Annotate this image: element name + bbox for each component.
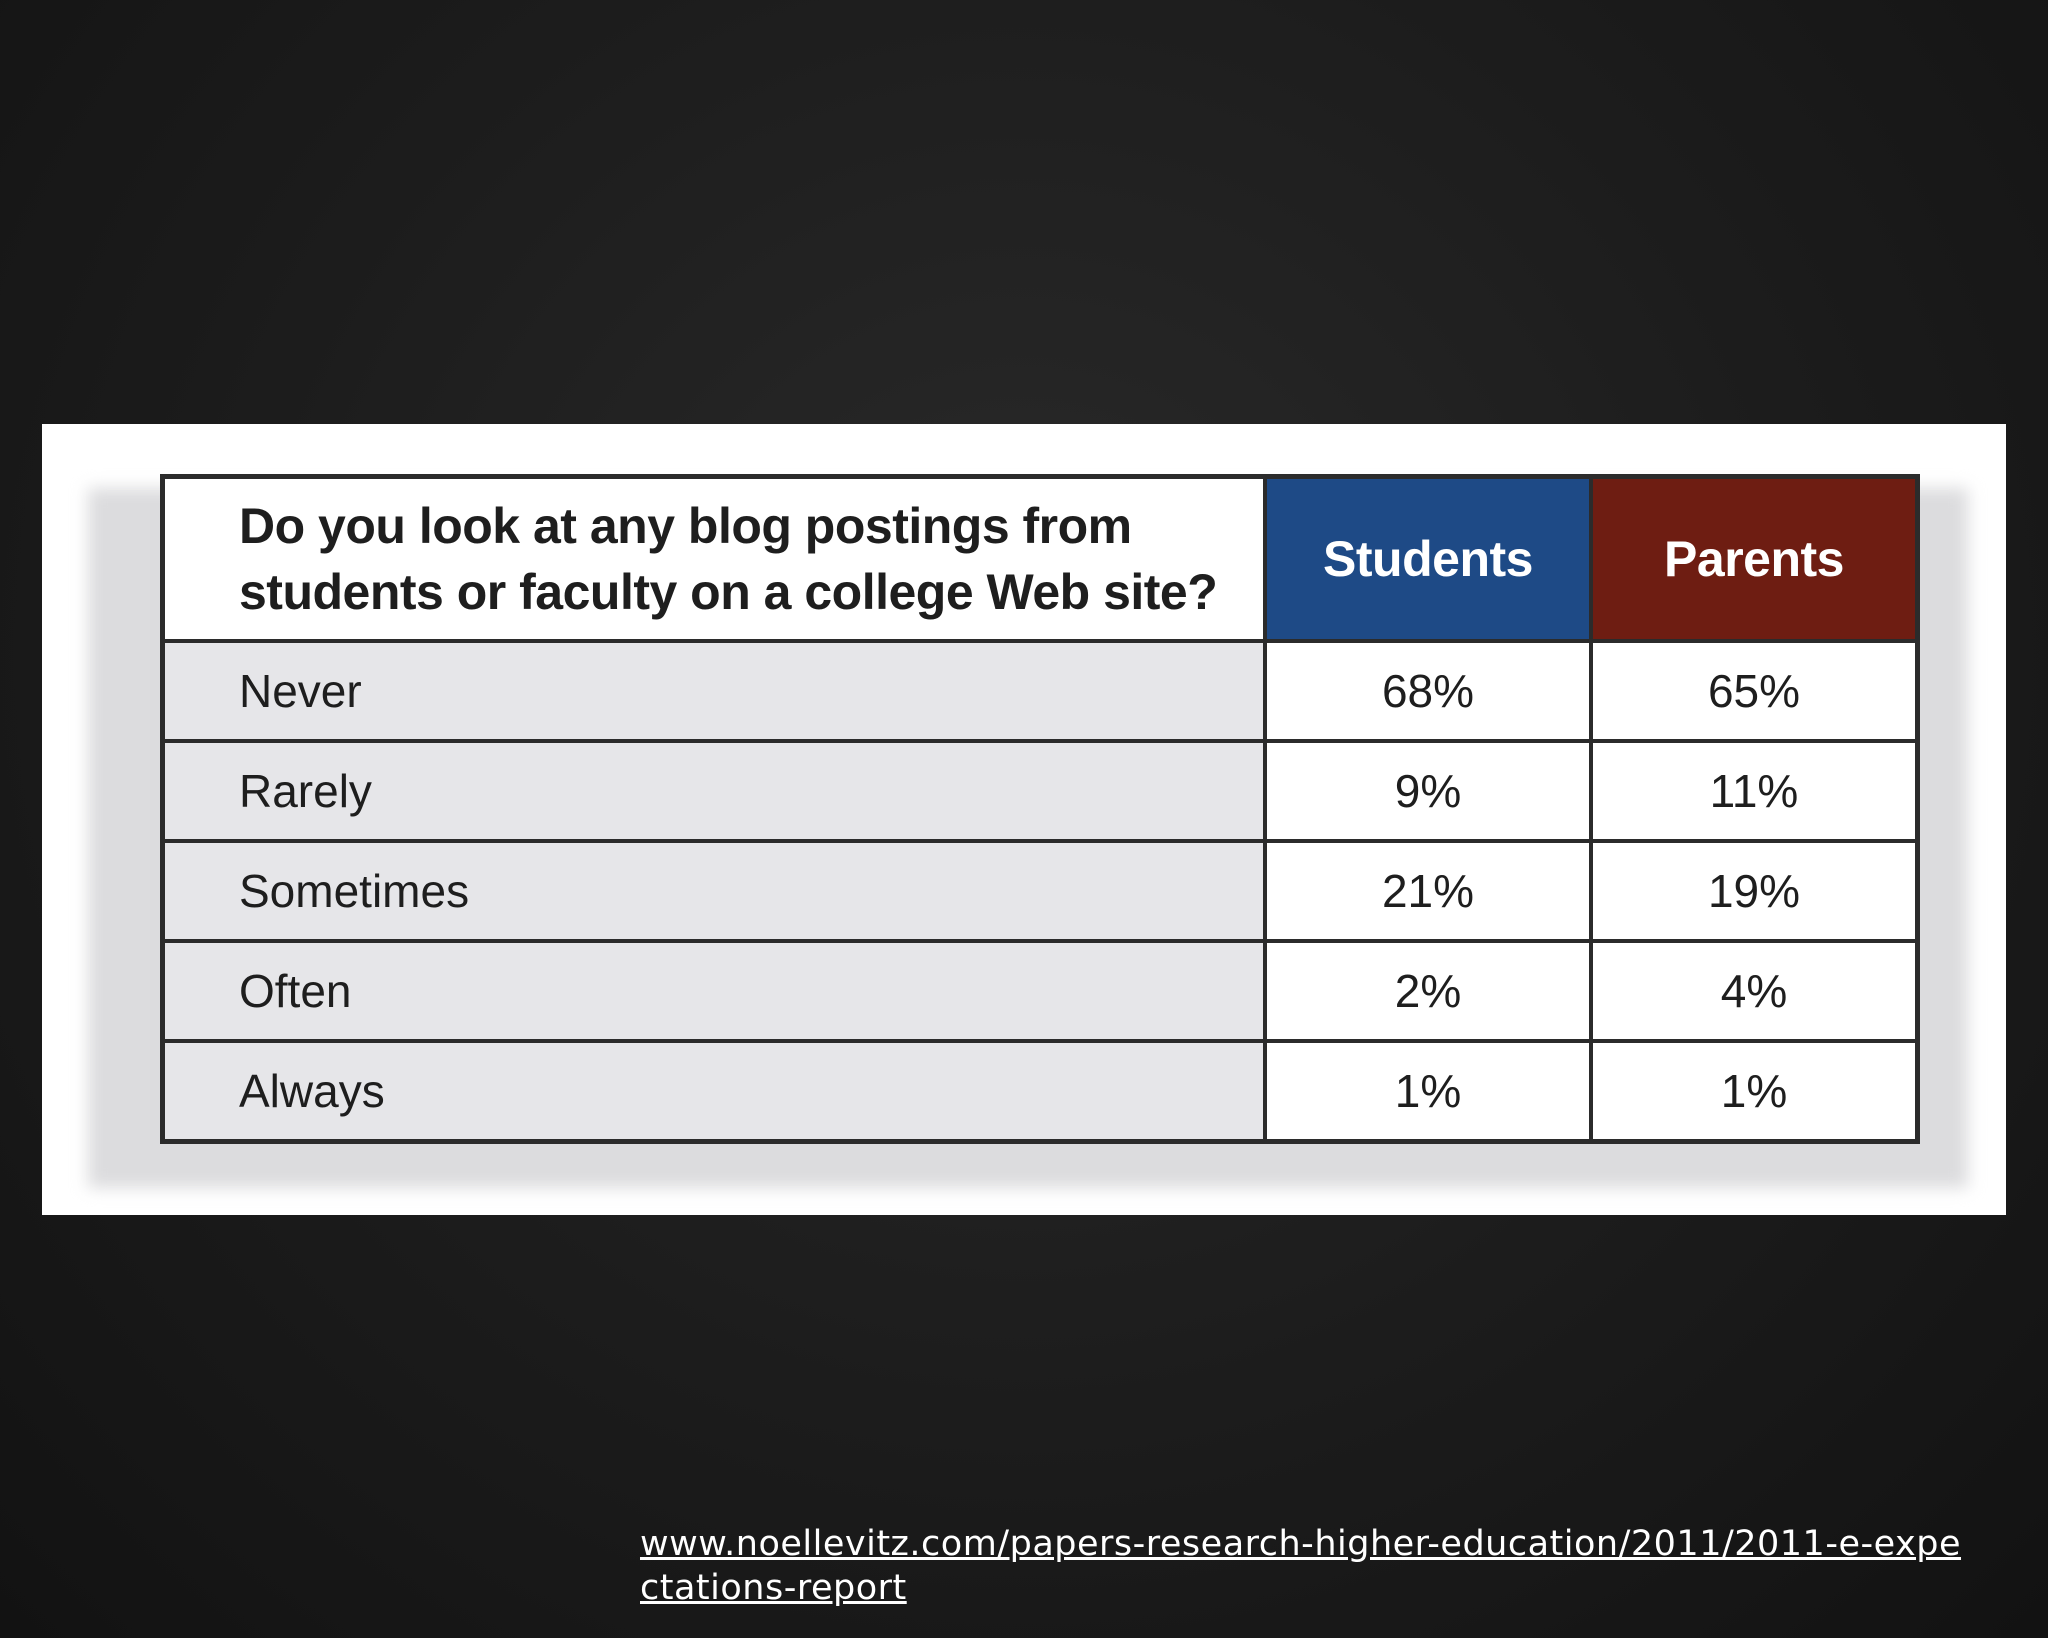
students-value-cell: 1% [1263,1039,1593,1144]
row-label: Sometimes [160,839,1267,944]
parents-value-cell: 4% [1589,939,1920,1044]
table-header-row: Do you look at any blog postings from st… [160,474,1920,643]
students-value-cell: 21% [1263,839,1593,944]
survey-table: Do you look at any blog postings from st… [160,474,1920,1144]
parents-value-cell: 65% [1589,638,1920,744]
row-label: Often [160,939,1267,1044]
table-row-sometimes: Sometimes 21% 19% [160,839,1920,944]
table-row-rarely: Rarely 9% 11% [160,739,1920,844]
students-value-cell: 9% [1263,739,1593,844]
source-link[interactable]: www.noellevitz.com/papers-research-highe… [640,1524,1962,1608]
row-label: Rarely [160,739,1267,844]
students-value-cell: 2% [1263,939,1593,1044]
survey-table-body: Never 68% 65% Rarely 9% 11% Sometimes 21% 19% Oft… [160,638,1920,1144]
row-label: Always [160,1039,1267,1144]
parents-column-header: Parents [1589,474,1920,643]
students-value-cell: 68% [1263,638,1593,744]
table-row-never: Never 68% 65% [160,638,1920,744]
students-column-header: Students [1263,474,1593,643]
parents-value-cell: 11% [1589,739,1920,844]
table-row-always: Always 1% 1% [160,1039,1920,1144]
parents-value-cell: 19% [1589,839,1920,944]
table-row-often: Often 2% 4% [160,939,1920,1044]
question-header: Do you look at any blog postings from st… [160,474,1267,643]
row-label: Never [160,638,1267,744]
parents-value-cell: 1% [1589,1039,1920,1144]
